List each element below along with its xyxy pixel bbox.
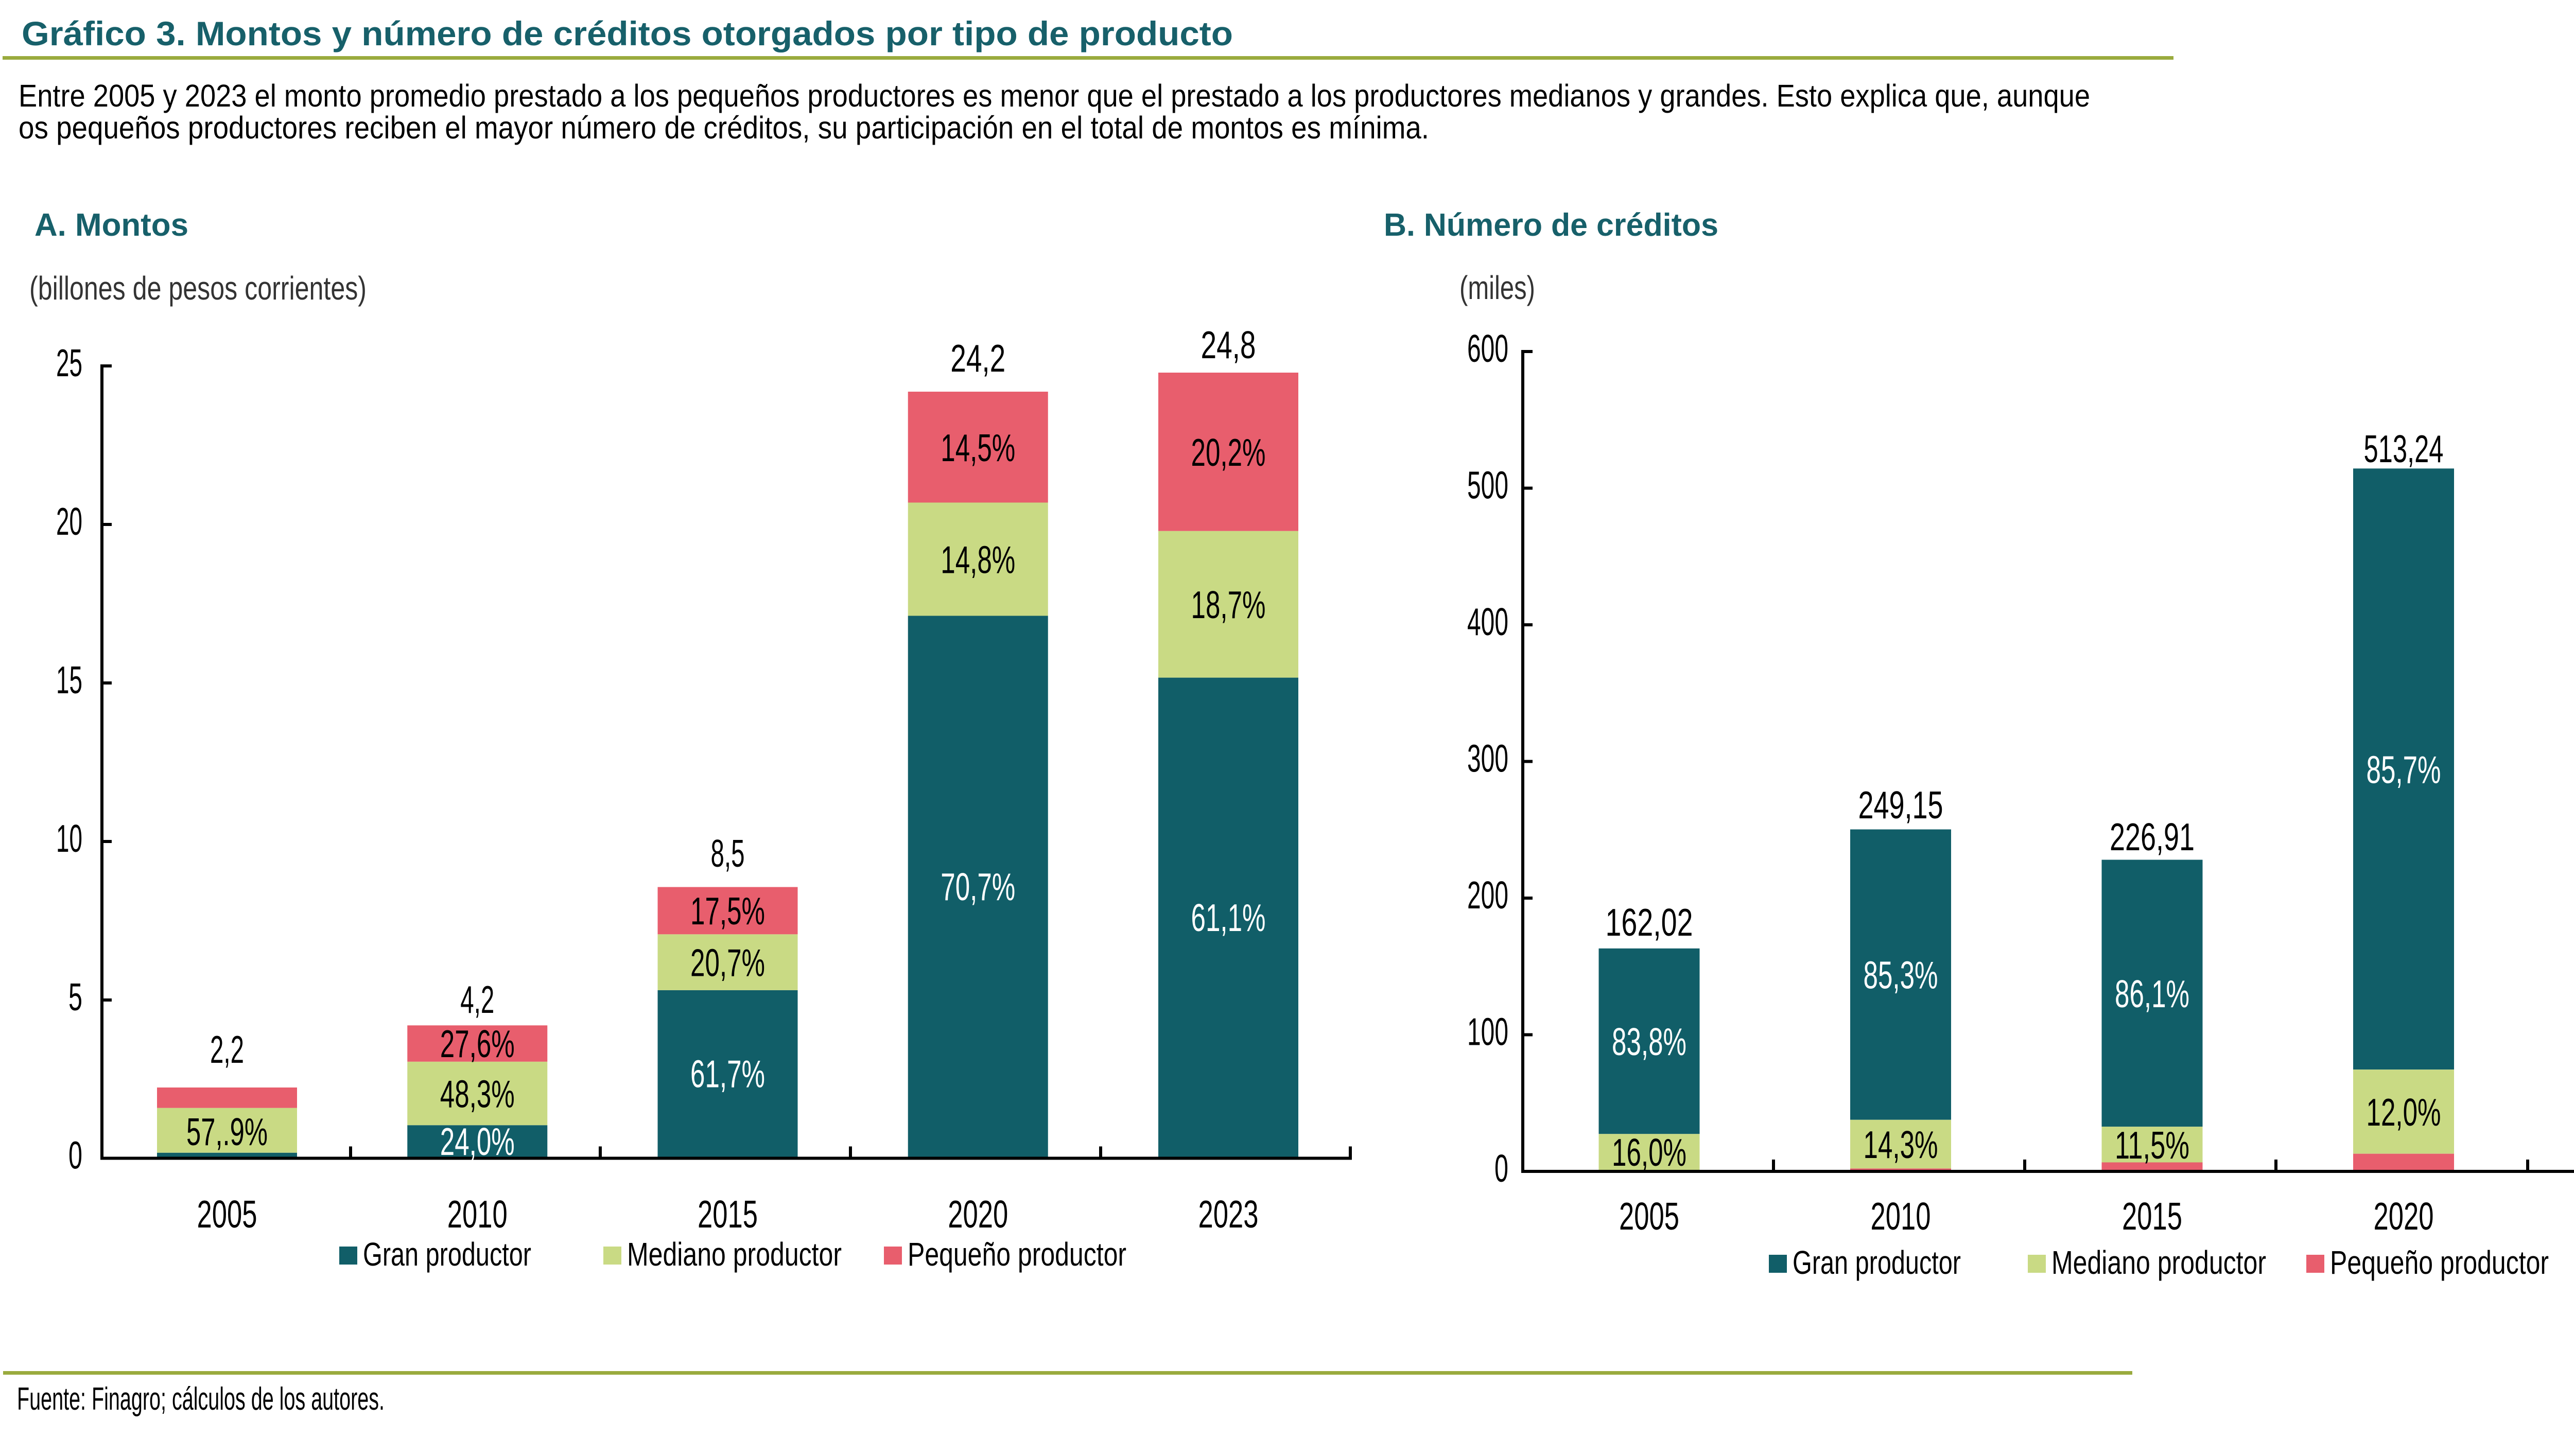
svg-text:14,8%: 14,8%: [941, 538, 1015, 582]
svg-text:12,0%: 12,0%: [2367, 1091, 2441, 1134]
svg-text:Mediano productor: Mediano productor: [2051, 1244, 2266, 1281]
svg-text:20,7%: 20,7%: [690, 941, 765, 985]
svg-text:Pequeño productor: Pequeño productor: [908, 1236, 1126, 1273]
svg-text:85,3%: 85,3%: [1864, 954, 1938, 997]
svg-text:15: 15: [56, 658, 82, 701]
svg-text:5: 5: [68, 975, 82, 1019]
svg-text:11,5%: 11,5%: [2115, 1124, 2189, 1167]
svg-text:61,7%: 61,7%: [690, 1052, 765, 1096]
svg-text:200: 200: [1467, 873, 1508, 917]
svg-text:600: 600: [1467, 327, 1508, 370]
svg-text:14,3%: 14,3%: [1864, 1123, 1938, 1166]
svg-text:os pequeños productores recibe: os pequeños productores reciben el mayor…: [19, 110, 1429, 145]
svg-text:2023: 2023: [1198, 1192, 1259, 1236]
svg-text:A. Montos: A. Montos: [34, 207, 188, 243]
svg-text:2020: 2020: [2374, 1195, 2434, 1238]
svg-text:20,2%: 20,2%: [1191, 431, 1266, 474]
svg-text:Gran productor: Gran productor: [1793, 1244, 1961, 1281]
svg-text:2010: 2010: [447, 1192, 508, 1236]
svg-text:B. Número de créditos: B. Número de créditos: [1384, 207, 1718, 243]
svg-text:20: 20: [56, 500, 82, 543]
svg-text:2015: 2015: [698, 1192, 758, 1236]
svg-text:2005: 2005: [1619, 1195, 1679, 1238]
svg-text:100: 100: [1467, 1010, 1508, 1054]
svg-text:0: 0: [68, 1134, 82, 1177]
svg-text:57,.9%: 57,.9%: [186, 1110, 268, 1153]
svg-text:16,0%: 16,0%: [1612, 1131, 1686, 1174]
svg-text:25: 25: [56, 341, 82, 384]
svg-text:48,3%: 48,3%: [440, 1073, 515, 1116]
svg-text:18,7%: 18,7%: [1191, 583, 1266, 626]
svg-text:24,8: 24,8: [1201, 323, 1256, 366]
svg-text:Pequeño productor: Pequeño productor: [2330, 1244, 2549, 1281]
svg-text:Mediano productor: Mediano productor: [627, 1236, 842, 1273]
svg-text:70,7%: 70,7%: [941, 865, 1015, 908]
svg-text:2005: 2005: [197, 1192, 257, 1236]
svg-text:14,5%: 14,5%: [941, 426, 1015, 469]
svg-text:400: 400: [1467, 600, 1508, 643]
svg-text:513,24: 513,24: [2364, 427, 2444, 470]
svg-text:24,0%: 24,0%: [440, 1120, 515, 1163]
svg-text:300: 300: [1467, 737, 1508, 780]
svg-text:Gráfico 3. Montos y número de: Gráfico 3. Montos y número de créditos o…: [22, 14, 1233, 52]
svg-text:24,2: 24,2: [950, 337, 1005, 380]
svg-text:61,1%: 61,1%: [1191, 896, 1266, 939]
svg-text:Entre 2005 y 2023 el monto pro: Entre 2005 y 2023 el monto promedio pres…: [19, 78, 2090, 113]
svg-text:83,8%: 83,8%: [1612, 1020, 1686, 1063]
svg-text:500: 500: [1467, 464, 1508, 507]
svg-text:2010: 2010: [1871, 1195, 1931, 1238]
svg-text:Gran productor: Gran productor: [363, 1236, 531, 1273]
svg-text:249,15: 249,15: [1858, 783, 1943, 827]
svg-text:8,5: 8,5: [711, 832, 745, 875]
svg-text:226,91: 226,91: [2110, 815, 2195, 858]
svg-text:0: 0: [1494, 1147, 1508, 1190]
svg-text:162,02: 162,02: [1606, 901, 1693, 944]
svg-text:27,6%: 27,6%: [440, 1022, 515, 1065]
svg-text:17,5%: 17,5%: [690, 889, 765, 933]
svg-text:85,7%: 85,7%: [2367, 748, 2441, 791]
svg-text:2020: 2020: [948, 1192, 1008, 1236]
svg-text:(billones de pesos corrientes): (billones de pesos corrientes): [29, 270, 367, 307]
svg-text:Fuente: Finagro; cálculos de l: Fuente: Finagro; cálculos de los autores…: [17, 1381, 385, 1417]
svg-text:10: 10: [56, 817, 82, 860]
svg-text:86,1%: 86,1%: [2115, 972, 2189, 1015]
svg-text:2,2: 2,2: [210, 1028, 244, 1071]
svg-text:4,2: 4,2: [460, 978, 494, 1021]
svg-text:2015: 2015: [2122, 1195, 2182, 1238]
svg-text:(miles): (miles): [1459, 269, 1535, 306]
